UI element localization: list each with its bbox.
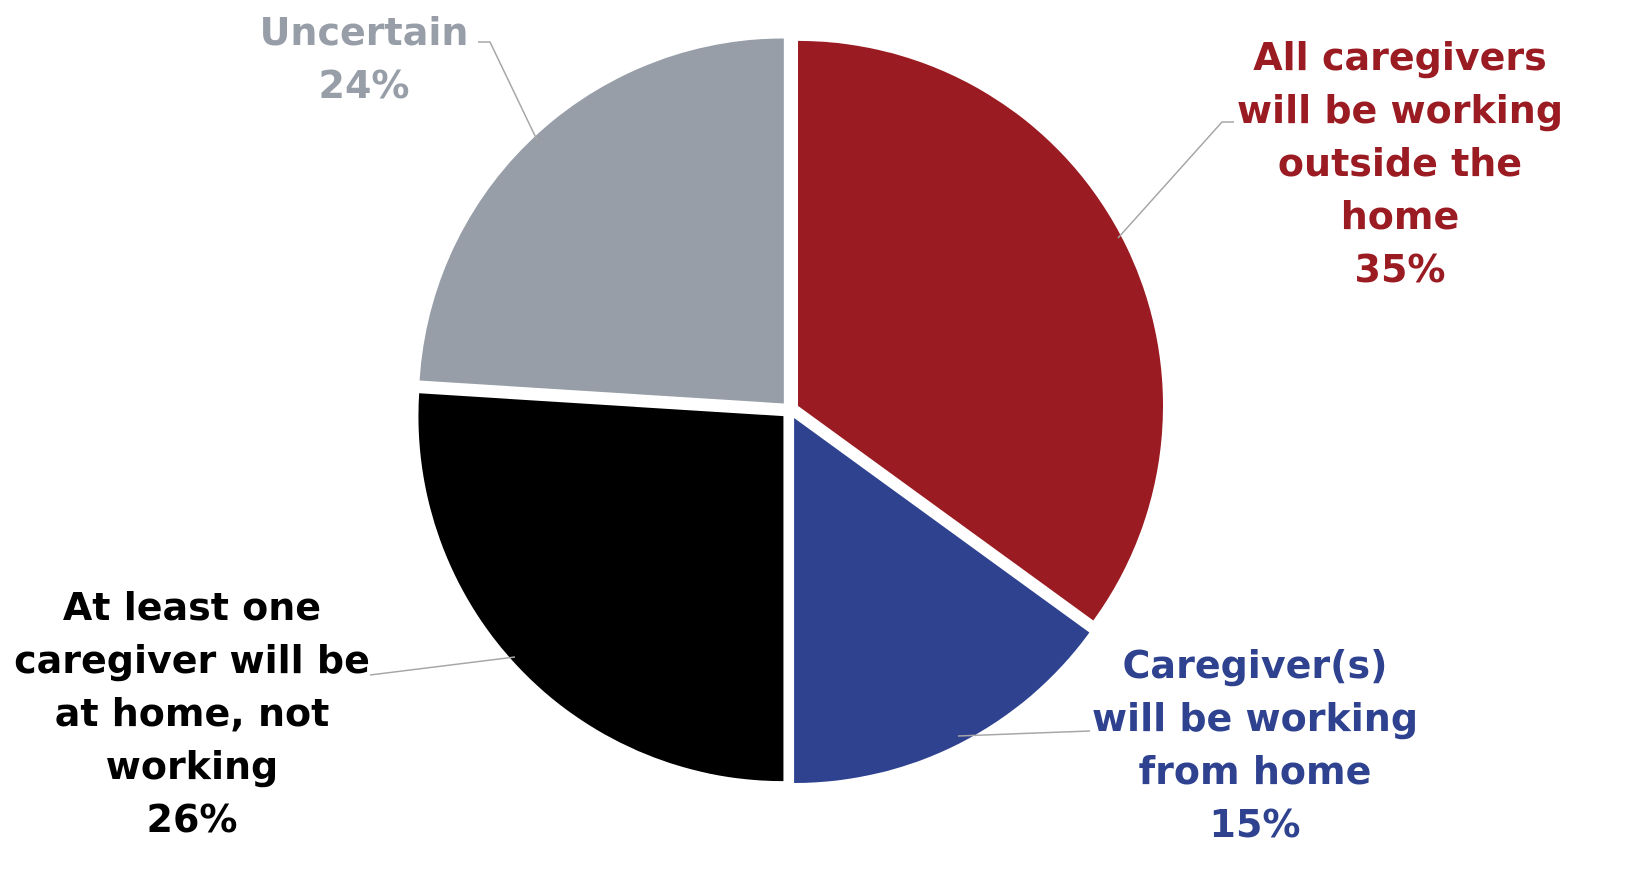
slice-label-line-0-1: will be working <box>1237 88 1563 132</box>
pie-slice-1 <box>794 418 1090 784</box>
leader-lines <box>369 41 1234 737</box>
slice-label-line-1-2: from home <box>1139 749 1372 793</box>
slice-value-label-3: 24% <box>319 63 410 107</box>
pie-slice-2 <box>418 393 784 782</box>
slice-label-line-0-0: All caregivers <box>1253 35 1547 79</box>
slice-label-line-1-0: Caregiver(s) <box>1123 643 1388 687</box>
slice-value-label-1: 15% <box>1210 802 1301 846</box>
pie-slices <box>418 38 1164 784</box>
slice-value-label-2: 26% <box>147 797 238 841</box>
slice-label-line-2-3: working <box>106 744 279 788</box>
pie-slice-3 <box>419 38 784 404</box>
leader-line-0 <box>1117 121 1234 239</box>
slice-label-line-0-2: outside the <box>1278 141 1522 185</box>
leader-line-1 <box>957 730 1091 737</box>
slice-label-2: At least one caregiver will be at home, no… <box>14 585 370 841</box>
slice-label-line-2-1: caregiver will be <box>14 638 370 682</box>
slice-value-label-0: 35% <box>1355 247 1446 291</box>
slice-labels: All caregivers will be working outside the… <box>14 10 1563 846</box>
slice-label-line-2-2: at home, not <box>55 691 330 735</box>
slice-label-1: Caregiver(s) will be working from home 15% <box>1092 643 1418 846</box>
leader-line-2 <box>369 656 516 676</box>
slice-label-0: All caregivers will be working outside the… <box>1237 35 1563 291</box>
slice-label-line-1-1: will be working <box>1092 696 1418 740</box>
slice-label-3: Uncertain 24% <box>260 10 469 107</box>
pie-slice-0 <box>798 40 1164 621</box>
leader-line-3 <box>478 41 538 141</box>
slice-label-line-2-0: At least one <box>63 585 321 629</box>
slice-label-line-0-3: home <box>1341 194 1460 238</box>
slice-label-line-3-0: Uncertain <box>260 10 469 54</box>
